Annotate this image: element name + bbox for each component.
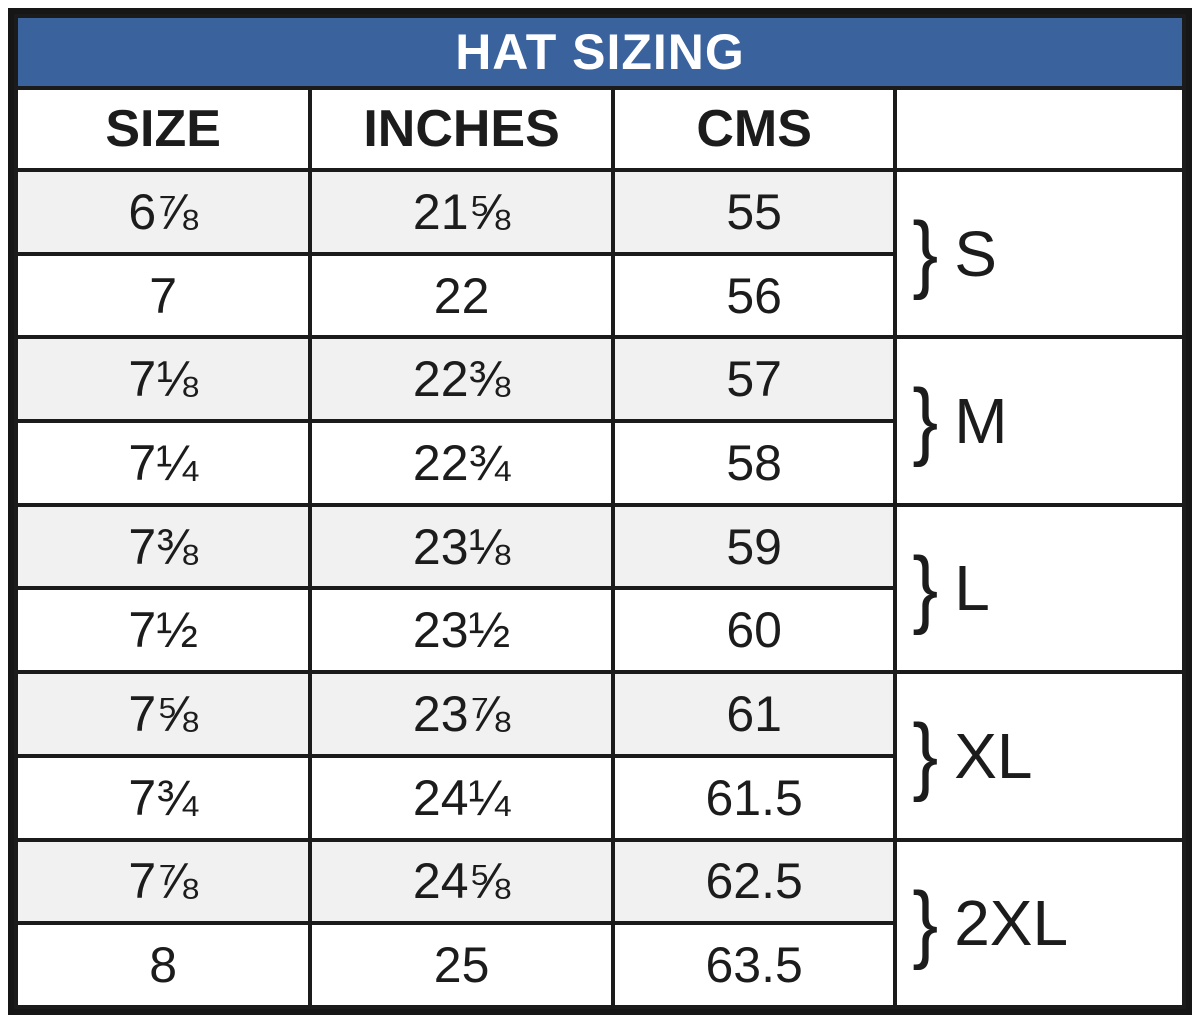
size-cell: 7⅛ [13,335,313,424]
column-header-row: SIZE INCHES CMS [13,86,1186,172]
group-label: XL [954,719,1033,792]
inches-cell: 23⅞ [308,670,615,758]
inches-cell: 25 [308,921,615,1009]
cms-cell: 58 [610,419,898,507]
column-header-inches: INCHES [308,86,615,172]
cms-cell: 60 [610,586,898,675]
size-cell: 7⅝ [13,670,313,758]
column-header-cms: CMS [610,86,898,172]
size-cell: 7⅜ [13,502,313,591]
inches-cell: 24¼ [308,753,615,842]
group-label: L [954,552,990,625]
table-row: 7½ 23½ 60 [13,586,1184,675]
table-row: 6⅞ 21⅝ 55 } S [13,167,1186,340]
brace-icon: } [912,874,939,971]
hat-sizing-table: HAT SIZING SIZE INCHES CMS 6⅞ 21⅝ 55 } S… [13,14,1186,1009]
table-row: 7⅜ 23⅛ 59 } L [13,502,1186,675]
table-row: 7¾ 24¼ 61.5 [13,753,1184,842]
cms-cell: 63.5 [610,921,898,1009]
group-label: 2XL [954,887,1069,960]
table-row: 7¼ 22¾ 58 [13,419,1184,507]
inches-cell: 22¾ [308,419,615,507]
table-row: 7⅝ 23⅞ 61 } XL [13,670,1186,842]
inches-cell: 21⅝ [308,168,615,256]
cms-cell: 55 [610,168,898,256]
inches-cell: 22 [308,251,615,340]
table-row: 8 25 63.5 [13,921,1184,1009]
group-cell-m: } M [893,335,1186,507]
brace-icon: } [912,707,939,804]
size-cell: 7½ [13,586,313,675]
size-cell: 7¾ [13,753,313,842]
cms-cell: 57 [610,335,898,424]
cms-cell: 59 [610,502,898,591]
size-cell: 6⅞ [13,168,313,256]
inches-cell: 22⅜ [308,335,615,424]
column-header-size: SIZE [13,86,313,172]
size-cell: 7⅞ [13,837,313,926]
table-row: 7⅞ 24⅝ 62.5 } 2XL [13,837,1186,1009]
table-title-row: HAT SIZING [14,14,1186,90]
group-cell-l: } L [893,502,1186,675]
group-label: S [954,217,997,290]
inches-cell: 24⅝ [308,837,615,926]
column-header-group [893,86,1186,172]
size-cell: 7 [13,251,313,340]
brace-icon: } [912,539,939,636]
table-row: 7⅛ 22⅜ 57 } M [13,335,1186,507]
table-row: 7 22 56 [13,251,1184,340]
inches-cell: 23⅛ [308,502,615,591]
group-cell-xl: } XL [893,670,1186,842]
brace-icon: } [912,204,939,301]
table-title: HAT SIZING [14,14,1186,90]
hat-sizing-table-frame: HAT SIZING SIZE INCHES CMS 6⅞ 21⅝ 55 } S… [8,8,1192,1015]
brace-icon: } [912,372,939,469]
group-label: M [954,385,1008,458]
size-cell: 7¼ [13,419,313,507]
group-cell-2xl: } 2XL [893,837,1186,1009]
cms-cell: 61.5 [610,753,898,842]
cms-cell: 56 [610,251,898,340]
group-cell-s: } S [893,167,1186,340]
cms-cell: 62.5 [610,837,898,926]
inches-cell: 23½ [308,586,615,675]
size-cell: 8 [13,921,313,1009]
cms-cell: 61 [610,670,898,758]
